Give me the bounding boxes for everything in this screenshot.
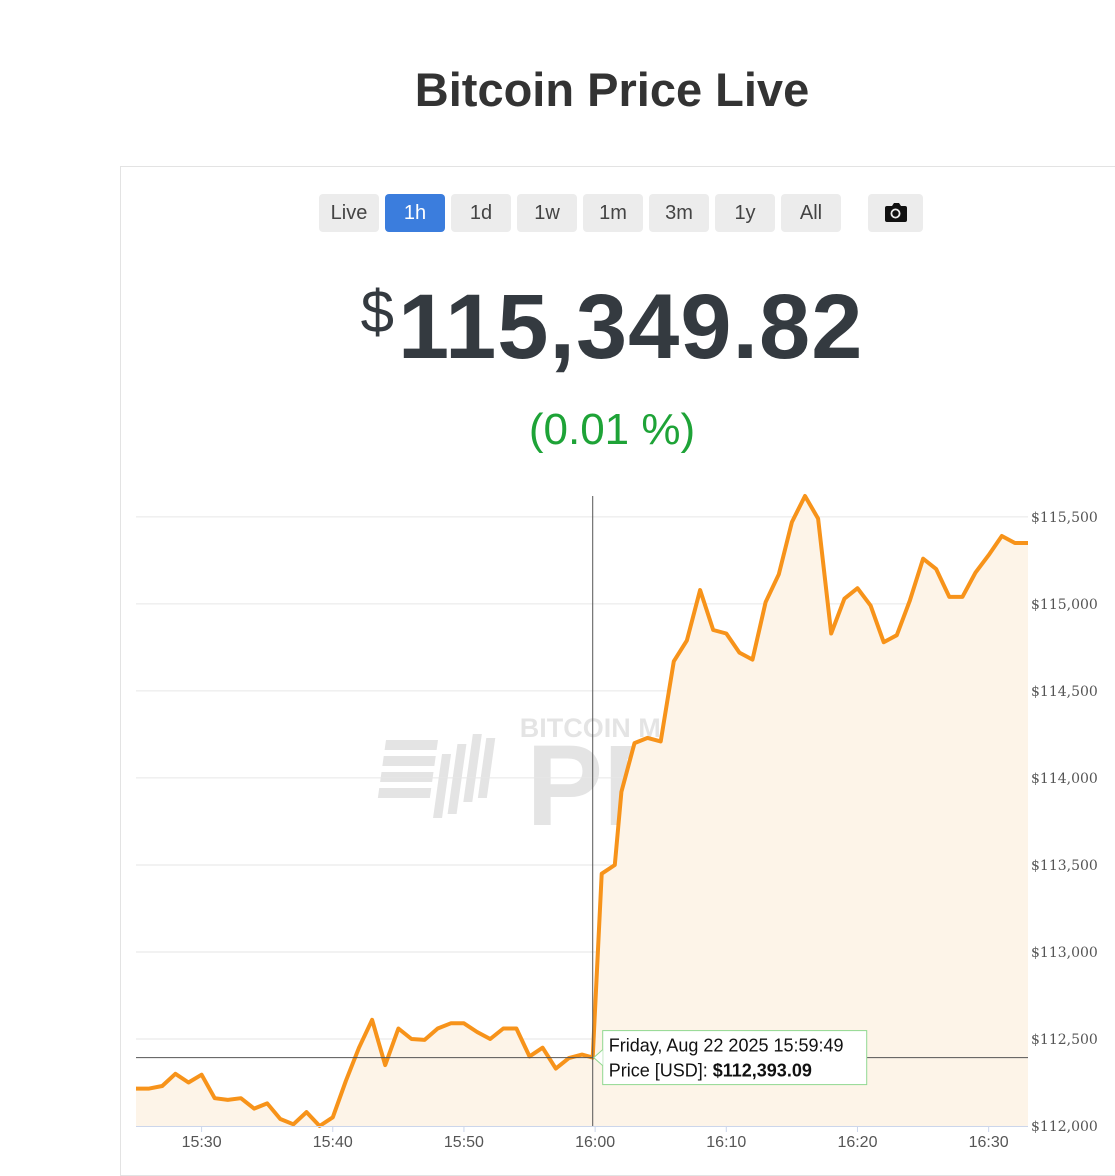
- range-button-1m[interactable]: 1m: [583, 194, 643, 232]
- tooltip-box: [602, 1030, 868, 1086]
- price-tooltip: Friday, Aug 22 2025 15:59:49 Price [USD]…: [592, 1030, 868, 1086]
- x-tick-label: 15:50: [444, 1134, 484, 1151]
- range-button-1h[interactable]: 1h: [385, 194, 445, 232]
- price-line: [136, 494, 1028, 1128]
- camera-icon: [885, 203, 907, 222]
- y-tick-label: $113,500: [1031, 858, 1098, 874]
- screenshot-button[interactable]: [868, 194, 923, 232]
- tooltip-price: Price [USD]: $112,393.09: [609, 1061, 812, 1081]
- y-tick-label: $113,000: [1031, 945, 1098, 961]
- price-value: 115,349.82: [398, 276, 864, 378]
- tooltip-pointer: [592, 1049, 604, 1066]
- tooltip-price-value: $112,393.09: [713, 1061, 812, 1081]
- y-tick-label: $114,500: [1031, 684, 1098, 700]
- y-tick-label: $115,500: [1031, 510, 1098, 526]
- x-tick-label: 16:20: [837, 1134, 877, 1151]
- tooltip-date: Friday, Aug 22 2025 15:59:49: [609, 1036, 844, 1056]
- price-change: (0.01 %): [528, 405, 696, 454]
- price-area: [136, 496, 1028, 1126]
- x-tick-label: 16:10: [706, 1134, 746, 1151]
- x-tick-label: 16:00: [575, 1134, 615, 1151]
- range-button-1w[interactable]: 1w: [517, 194, 577, 232]
- page-title: Bitcoin Price Live: [414, 63, 810, 116]
- y-tick-label: $115,000: [1031, 597, 1098, 613]
- current-price: $115,349.82: [0, 275, 1115, 380]
- y-axis: $112,000 $112,500 $113,000 $113,500 $114,000…: [1031, 510, 1098, 1135]
- range-button-live[interactable]: Live: [319, 194, 379, 232]
- currency-symbol: $: [360, 278, 394, 345]
- y-tick-label: $112,500: [1031, 1032, 1098, 1048]
- y-tick-label: $114,000: [1031, 771, 1098, 787]
- x-tick-label: 15:40: [313, 1134, 353, 1151]
- range-button-1y[interactable]: 1y: [715, 194, 775, 232]
- x-tick-label: 16:30: [969, 1134, 1009, 1151]
- range-button-all[interactable]: All: [781, 194, 841, 232]
- y-tick-label: $112,000: [1031, 1119, 1098, 1135]
- range-button-3m[interactable]: 3m: [649, 194, 709, 232]
- x-axis: 15:30 15:40 15:50 16:00 16:10 16:20 16:30: [136, 1126, 1028, 1151]
- tooltip-price-label: Price [USD]:: [609, 1061, 713, 1081]
- x-tick-label: 15:30: [182, 1134, 222, 1151]
- crosshair: [136, 496, 1028, 1126]
- range-button-1d[interactable]: 1d: [451, 194, 511, 232]
